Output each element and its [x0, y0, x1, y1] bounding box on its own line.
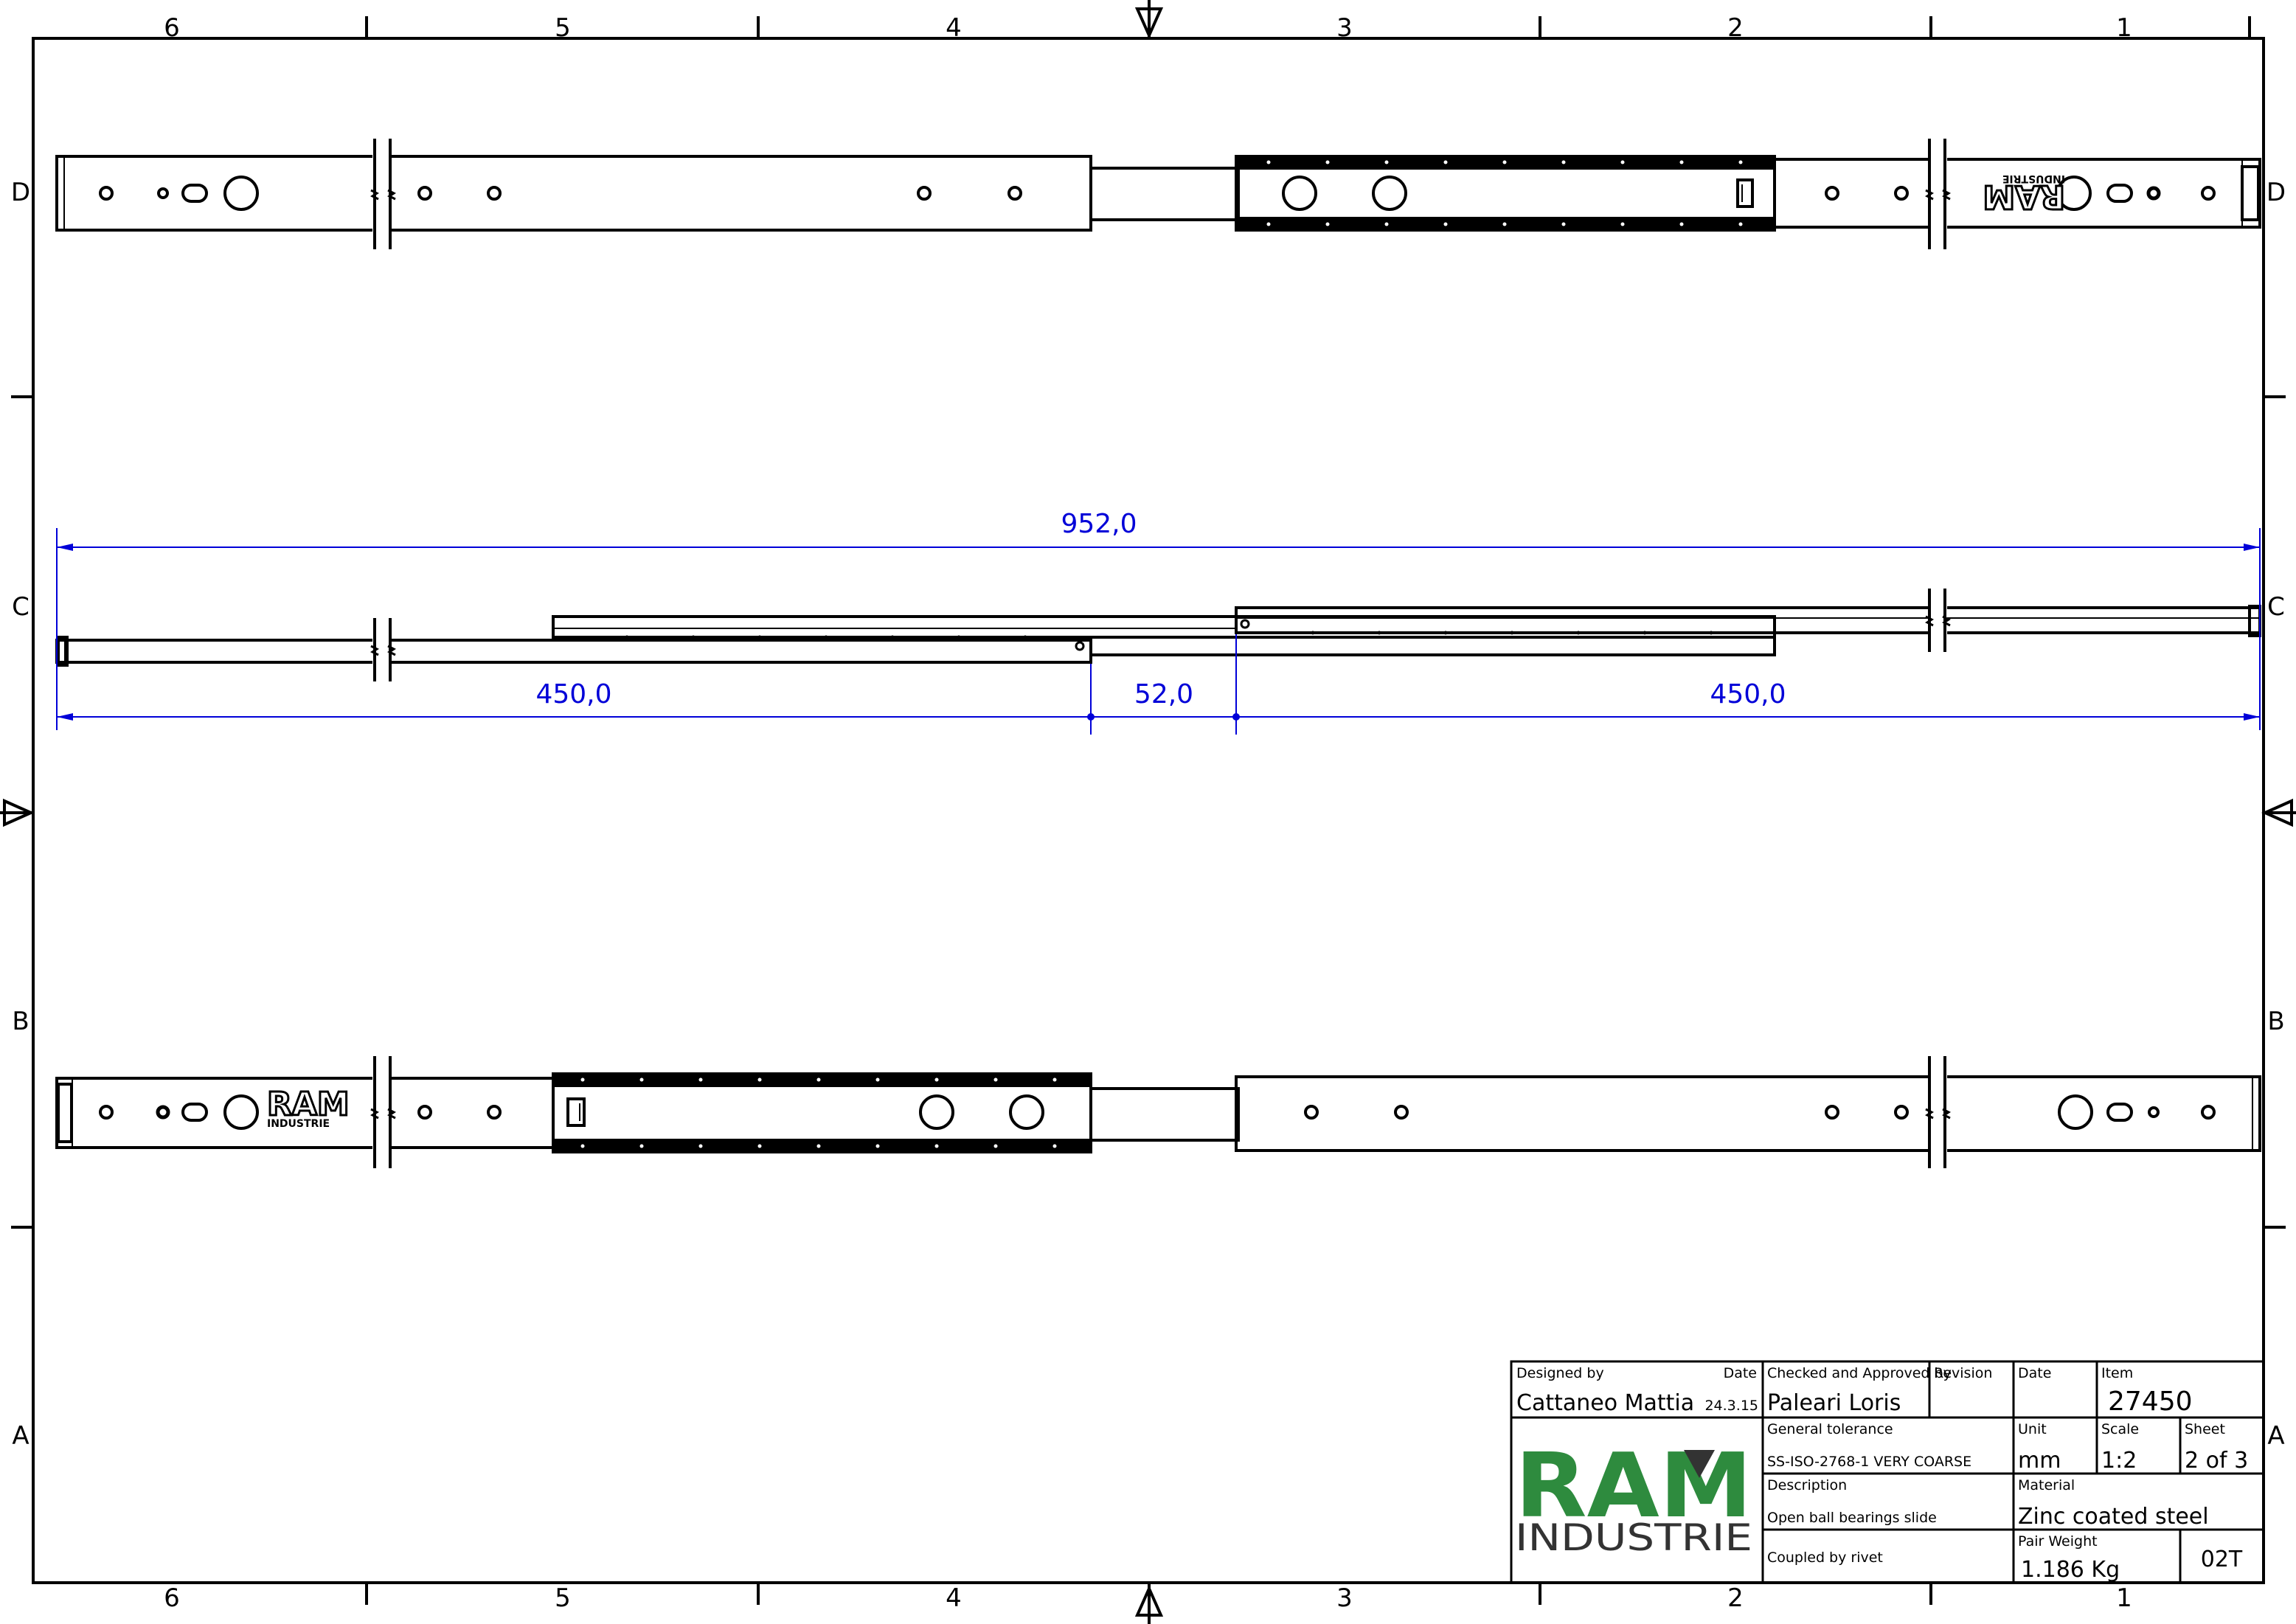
dimension-overall: 952,0 — [1061, 509, 1137, 539]
zone-row-label: B — [2267, 1007, 2284, 1036]
zone-row-label: B — [12, 1007, 29, 1036]
rail-logo-brand: RAM — [267, 1086, 350, 1123]
zone-col-label: 4 — [946, 1583, 962, 1613]
designed-by-label: Designed by — [1516, 1365, 1604, 1381]
zone-labels: 6 5 4 3 2 1 6 5 4 3 2 1 D C B A D C B A — [11, 13, 2286, 1613]
slide-top-view — [55, 139, 2261, 249]
dimension-left-section: 450,0 — [535, 679, 611, 709]
zone-row-label: A — [2267, 1421, 2284, 1451]
general-tolerance-label: General tolerance — [1767, 1421, 1893, 1437]
sheet-value: 2 of 3 — [2185, 1448, 2248, 1474]
zone-row-label: D — [2266, 178, 2286, 207]
description-label: Description — [1767, 1477, 1847, 1493]
side-inner-rail — [1089, 636, 1776, 656]
revision-label: Revision — [1934, 1365, 1992, 1381]
pair-weight-value: 1.186 Kg — [2021, 1557, 2120, 1583]
code-value: 02T — [2201, 1547, 2243, 1572]
side-outer-rail-right — [1235, 606, 2261, 634]
zone-col-label: 3 — [1336, 1583, 1353, 1613]
sheet-label: Sheet — [2185, 1421, 2225, 1437]
ball-dots — [1266, 160, 1743, 226]
rail-logo-brand: RAM — [1983, 178, 2065, 215]
zone-col-label: 3 — [1336, 13, 1353, 43]
zone-col-label: 2 — [1727, 1583, 1744, 1613]
dimension-middle-section: 52,0 — [1134, 679, 1193, 709]
title-block-text: Designed by Cattaneo Mattia Date 24.3.15… — [1516, 1365, 2248, 1583]
zone-col-label: 6 — [164, 13, 180, 43]
checked-value: Paleari Loris — [1767, 1390, 1901, 1416]
logo-triangle-icon — [1684, 1450, 1715, 1478]
side-outer-rail-left — [55, 639, 1092, 664]
rail-logo-sub: INDUSTRIE — [267, 1118, 330, 1130]
inner-rail — [1089, 167, 1240, 221]
b-outer-rail-left — [55, 1077, 1092, 1149]
outer-rail-left — [55, 155, 1092, 232]
material-value: Zinc coated steel — [2018, 1504, 2209, 1530]
zone-col-label: 4 — [946, 13, 962, 43]
rail-logo-sub: INDUSTRIE — [2002, 173, 2065, 184]
zone-row-label: C — [2267, 592, 2285, 622]
rail-logo: RAM INDUSTRIE — [266, 1085, 351, 1131]
checked-label: Checked and Approved by — [1767, 1365, 1952, 1381]
material-label: Material — [2018, 1477, 2075, 1493]
company-logo: RAM INDUSTRIE — [1515, 1435, 1752, 1559]
dimension-right-section: 450,0 — [1710, 679, 1786, 709]
designed-by-value: Cattaneo Mattia — [1516, 1390, 1694, 1416]
title-block — [1510, 1360, 2265, 1584]
scale-value: 1:2 — [2101, 1448, 2137, 1474]
zone-row-label: A — [12, 1421, 29, 1451]
zone-row-label: C — [12, 592, 30, 622]
item-value: 27450 — [2108, 1387, 2193, 1417]
rail-logo-mirrored: RAM INDUSTRIE — [1982, 173, 2067, 217]
general-tolerance-value: SS-ISO-2768-1 VERY COARSE — [1767, 1454, 1971, 1470]
item-label: Item — [2101, 1365, 2133, 1381]
dimensions — [56, 528, 2261, 735]
date2-label: Date — [2018, 1365, 2051, 1381]
scale-label: Scale — [2101, 1421, 2139, 1437]
description-value: Open ball bearings slide — [1767, 1510, 1937, 1526]
slide-bottom-view — [55, 1056, 2261, 1168]
date-value: 24.3.15 — [1704, 1398, 1758, 1414]
zone-col-label: 6 — [164, 1583, 180, 1613]
pair-weight-label: Pair Weight — [2018, 1533, 2098, 1550]
slide-side-view — [55, 589, 2261, 681]
b-outer-rail-right — [1235, 1075, 2261, 1152]
unit-label: Unit — [2018, 1421, 2047, 1437]
zone-col-label: 1 — [2116, 1583, 2132, 1613]
company-logo-sub: INDUSTRIE — [1515, 1516, 1752, 1559]
zone-row-label: D — [11, 178, 30, 207]
zone-col-label: 5 — [555, 13, 571, 43]
date-label: Date — [1724, 1365, 1757, 1381]
zone-col-label: 1 — [2116, 13, 2132, 43]
zone-col-label: 2 — [1727, 13, 1744, 43]
zone-col-label: 5 — [555, 1583, 571, 1613]
b-inner-rail — [1089, 1087, 1240, 1142]
unit-value: mm — [2018, 1448, 2061, 1474]
note-value: Coupled by rivet — [1767, 1550, 1883, 1566]
